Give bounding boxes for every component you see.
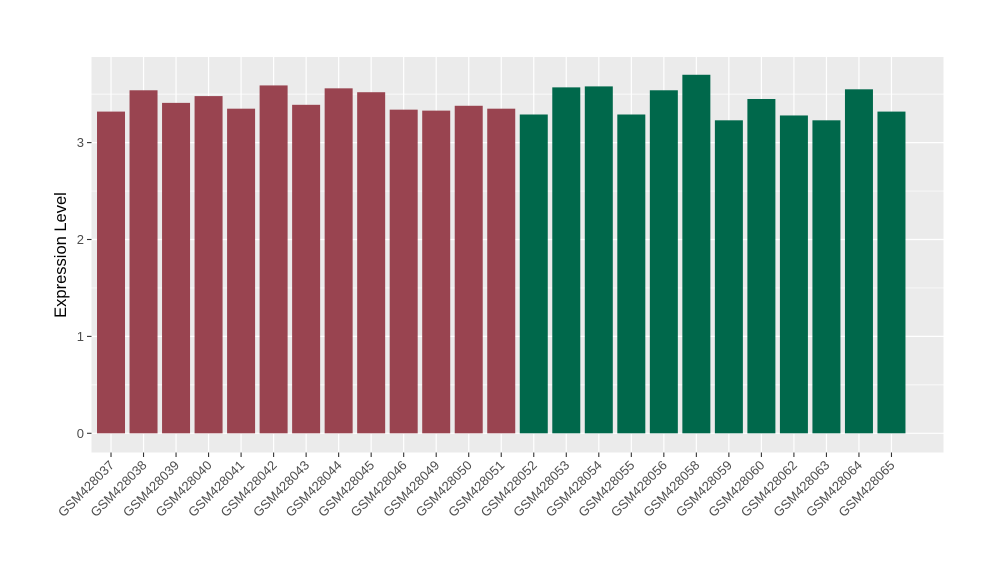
bar-GSM428046: [389, 109, 418, 434]
bar-GSM428065: [877, 111, 906, 434]
bar-GSM428062: [779, 115, 808, 434]
bar-GSM428052: [519, 114, 548, 434]
bar-GSM428060: [747, 98, 776, 434]
bar-GSM428038: [129, 90, 158, 434]
bar-GSM428039: [162, 102, 191, 434]
y-tick-label: 3: [77, 135, 84, 150]
bar-GSM428051: [487, 108, 516, 434]
bar-GSM428049: [422, 110, 451, 434]
y-tick-label: 1: [77, 329, 84, 344]
bars: [97, 74, 906, 434]
bar-GSM428042: [259, 85, 288, 434]
bar-GSM428054: [584, 86, 613, 434]
y-tick-label: 0: [77, 426, 84, 441]
bar-GSM428040: [194, 96, 223, 434]
bar-GSM428059: [714, 120, 743, 434]
bar-GSM428064: [844, 89, 873, 434]
bar-GSM428041: [227, 108, 256, 434]
bar-GSM428037: [97, 111, 126, 434]
y-tick-label: 2: [77, 232, 84, 247]
bar-GSM428050: [454, 105, 483, 434]
bar-GSM428044: [324, 88, 353, 434]
bar-GSM428053: [552, 87, 581, 434]
y-axis-title: Expression Level: [52, 192, 70, 318]
bar-GSM428056: [649, 90, 678, 434]
bar-GSM428058: [682, 74, 711, 434]
bar-GSM428063: [812, 120, 841, 434]
bar-GSM428055: [617, 114, 646, 434]
bar-GSM428043: [292, 104, 321, 434]
bar-GSM428045: [357, 92, 386, 434]
